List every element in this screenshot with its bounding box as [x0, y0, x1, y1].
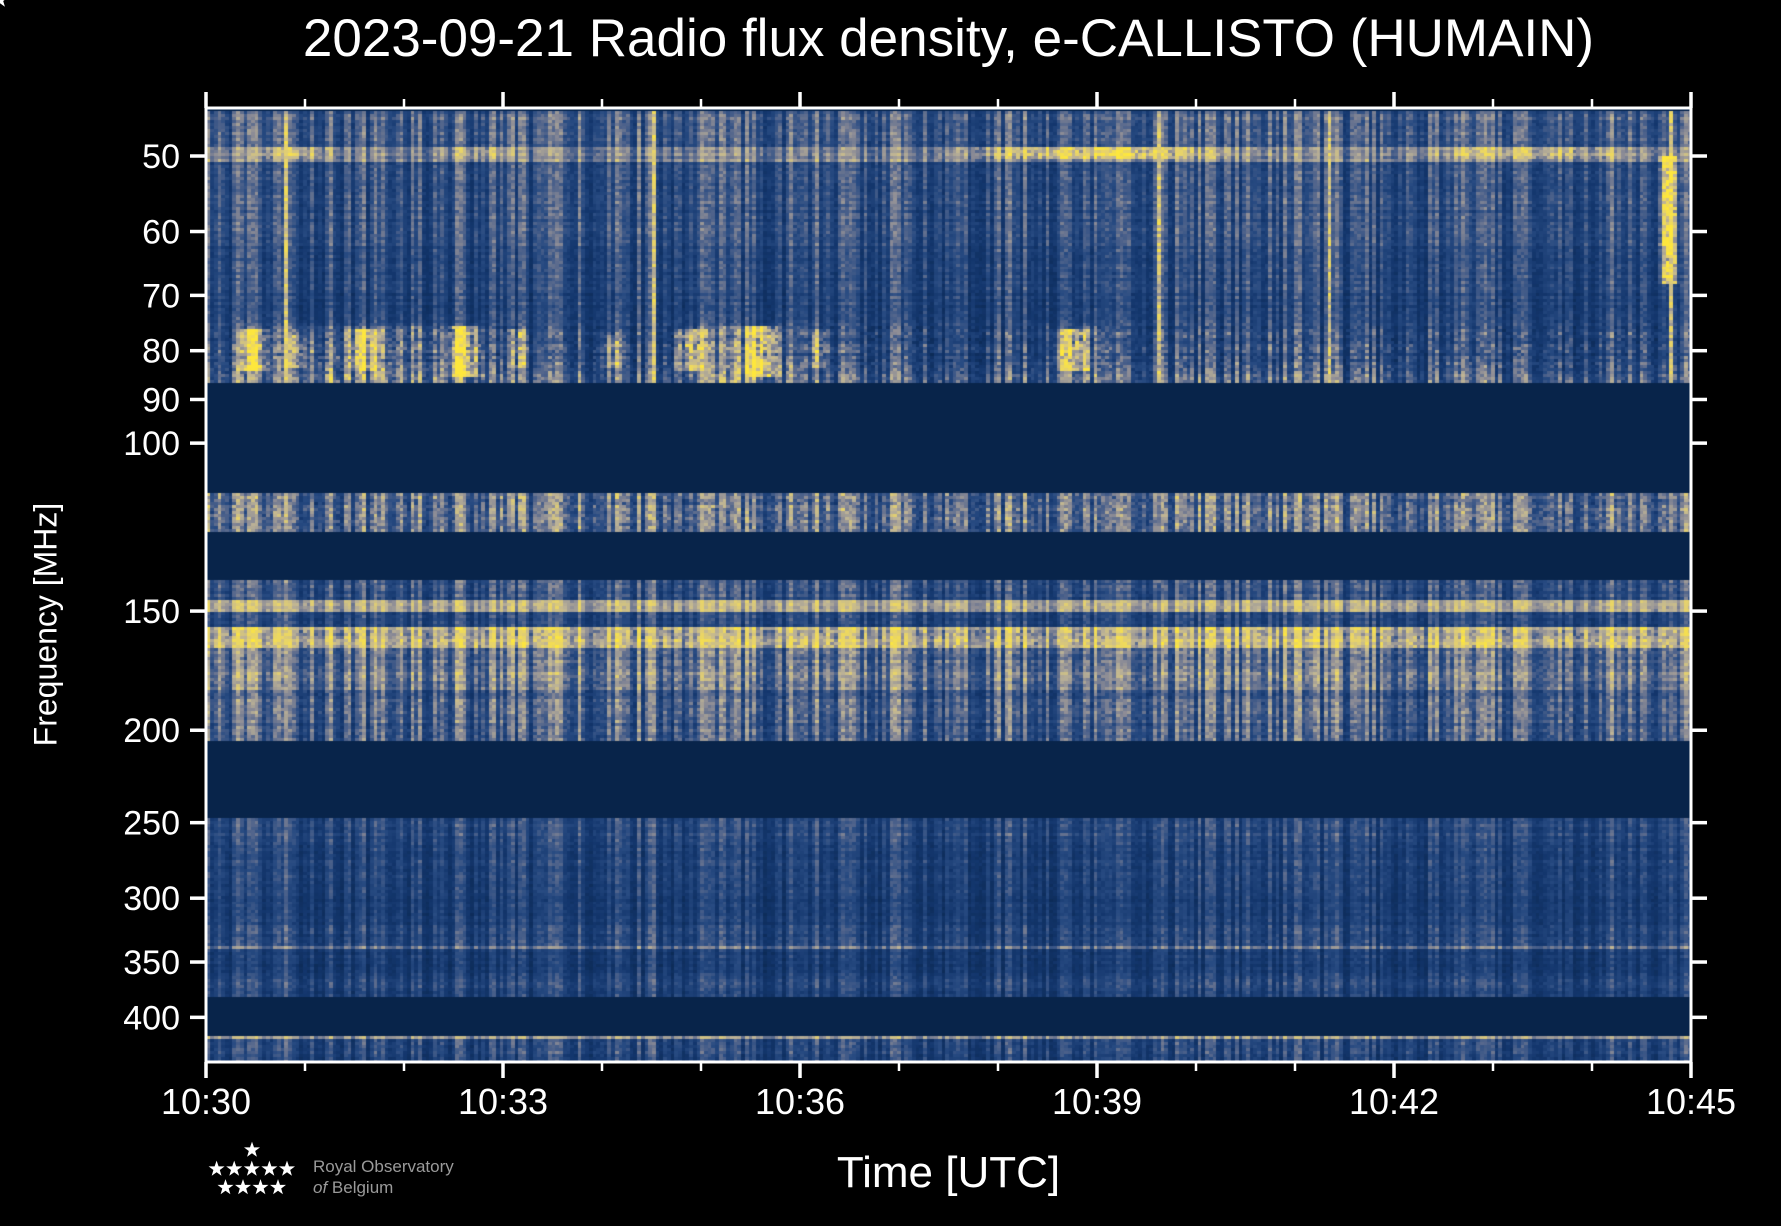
svg-text:350: 350: [123, 944, 180, 982]
svg-text:10:33: 10:33: [458, 1081, 548, 1122]
svg-text:50: 50: [142, 138, 180, 176]
svg-text:10:30: 10:30: [161, 1081, 251, 1122]
svg-text:200: 200: [123, 712, 180, 750]
svg-text:250: 250: [123, 805, 180, 843]
svg-text:300: 300: [123, 880, 180, 918]
svg-text:90: 90: [142, 381, 180, 419]
svg-text:60: 60: [142, 214, 180, 252]
svg-text:400: 400: [123, 999, 180, 1037]
svg-text:70: 70: [142, 277, 180, 315]
svg-text:10:36: 10:36: [755, 1081, 845, 1122]
svg-text:100: 100: [123, 425, 180, 463]
svg-text:10:39: 10:39: [1052, 1081, 1142, 1122]
svg-text:10:42: 10:42: [1349, 1081, 1439, 1122]
svg-text:150: 150: [123, 593, 180, 631]
svg-text:80: 80: [142, 333, 180, 371]
svg-text:10:45: 10:45: [1646, 1081, 1736, 1122]
